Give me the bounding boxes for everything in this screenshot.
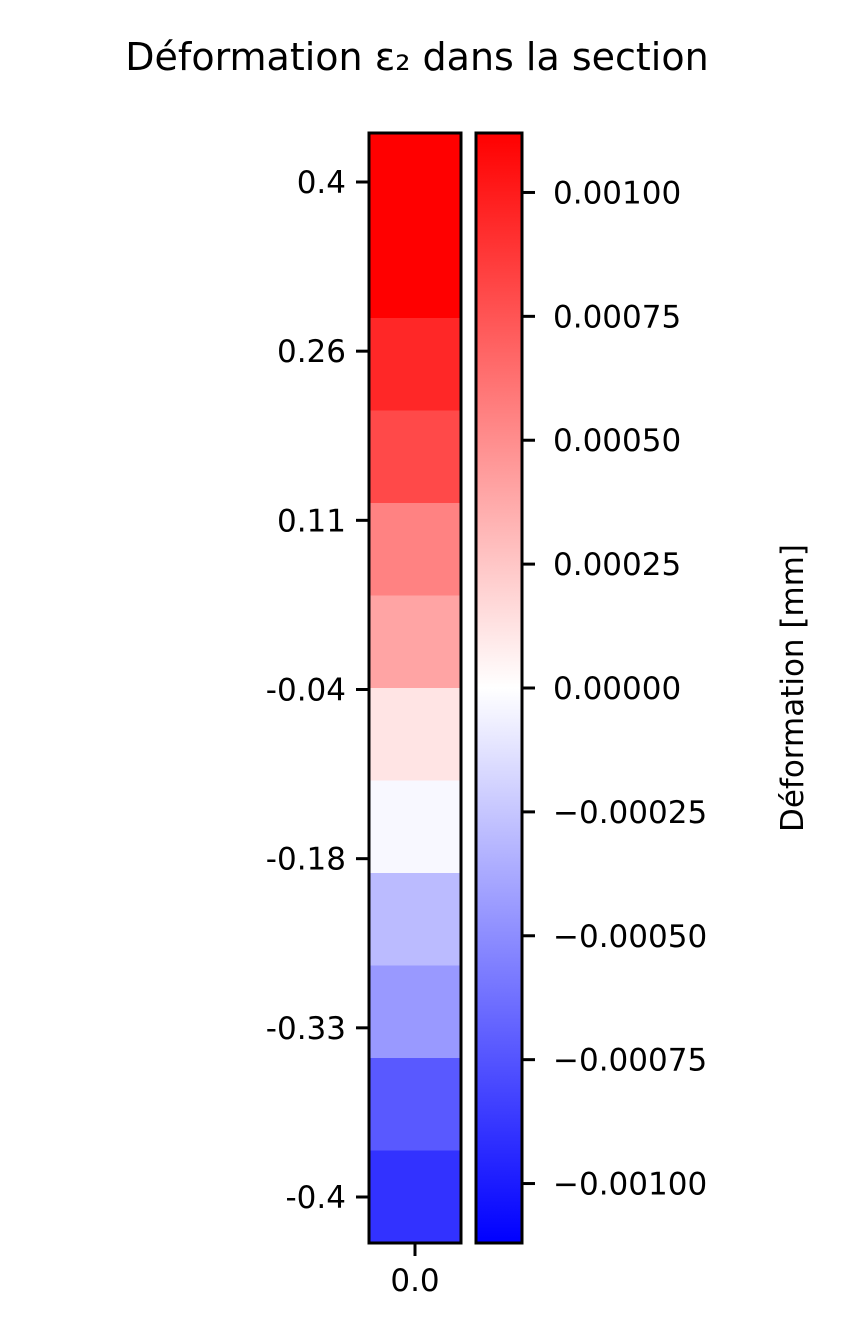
y-axis: 0.4 0.26 0.11 -0.04 -0.18 -0.33 -0.4 xyxy=(266,165,369,1216)
heatmap-cell xyxy=(369,873,461,966)
heatmap-cell xyxy=(369,688,461,781)
heatmap-cell xyxy=(369,503,461,596)
colorbar-label: Déformation [mm] xyxy=(775,544,811,832)
heatmap-cell xyxy=(369,410,461,504)
heatmap-cell xyxy=(369,780,461,874)
colorbar-axis: 0.00100 0.00075 0.00050 0.00025 0.00000 −0.00… xyxy=(522,175,707,1203)
colorbar-tick-label: 0.00025 xyxy=(553,547,681,583)
heatmap-cells xyxy=(369,133,461,1244)
heatmap-cell xyxy=(369,1150,461,1244)
colorbar xyxy=(474,131,524,1245)
x-tick-label: 0.0 xyxy=(390,1263,439,1299)
x-axis: 0.0 xyxy=(390,1243,440,1299)
y-tick-label: -0.4 xyxy=(286,1180,347,1216)
y-tick-label: 0.11 xyxy=(277,503,346,539)
heatmap-cell xyxy=(369,318,461,411)
heatmap-cell xyxy=(369,1058,461,1151)
colorbar-tick-label: −0.00025 xyxy=(553,795,707,831)
colorbar-tick-label: 0.00050 xyxy=(553,423,681,459)
y-tick-label: -0.04 xyxy=(266,673,346,709)
y-tick-label: 0.4 xyxy=(297,165,346,201)
heatmap-cell xyxy=(369,225,461,319)
colorbar-tick-label: −0.00050 xyxy=(553,919,707,955)
y-tick-label: -0.18 xyxy=(266,842,346,878)
heatmap-cell xyxy=(369,595,461,689)
colorbar-tick-label: 0.00100 xyxy=(553,175,681,211)
heatmap-cell xyxy=(369,965,461,1059)
colorbar-tick-label: −0.00075 xyxy=(553,1043,707,1079)
colorbar-tick-label: 0.00000 xyxy=(553,671,681,707)
y-tick-label: -0.33 xyxy=(266,1011,346,1047)
chart-title: Déformation ε₂ dans la section xyxy=(125,35,708,79)
colorbar-tick-label: −0.00100 xyxy=(553,1167,707,1203)
y-tick-label: 0.26 xyxy=(277,334,346,370)
colorbar-tick-label: 0.00075 xyxy=(553,299,681,335)
heatmap-cell xyxy=(369,133,461,226)
